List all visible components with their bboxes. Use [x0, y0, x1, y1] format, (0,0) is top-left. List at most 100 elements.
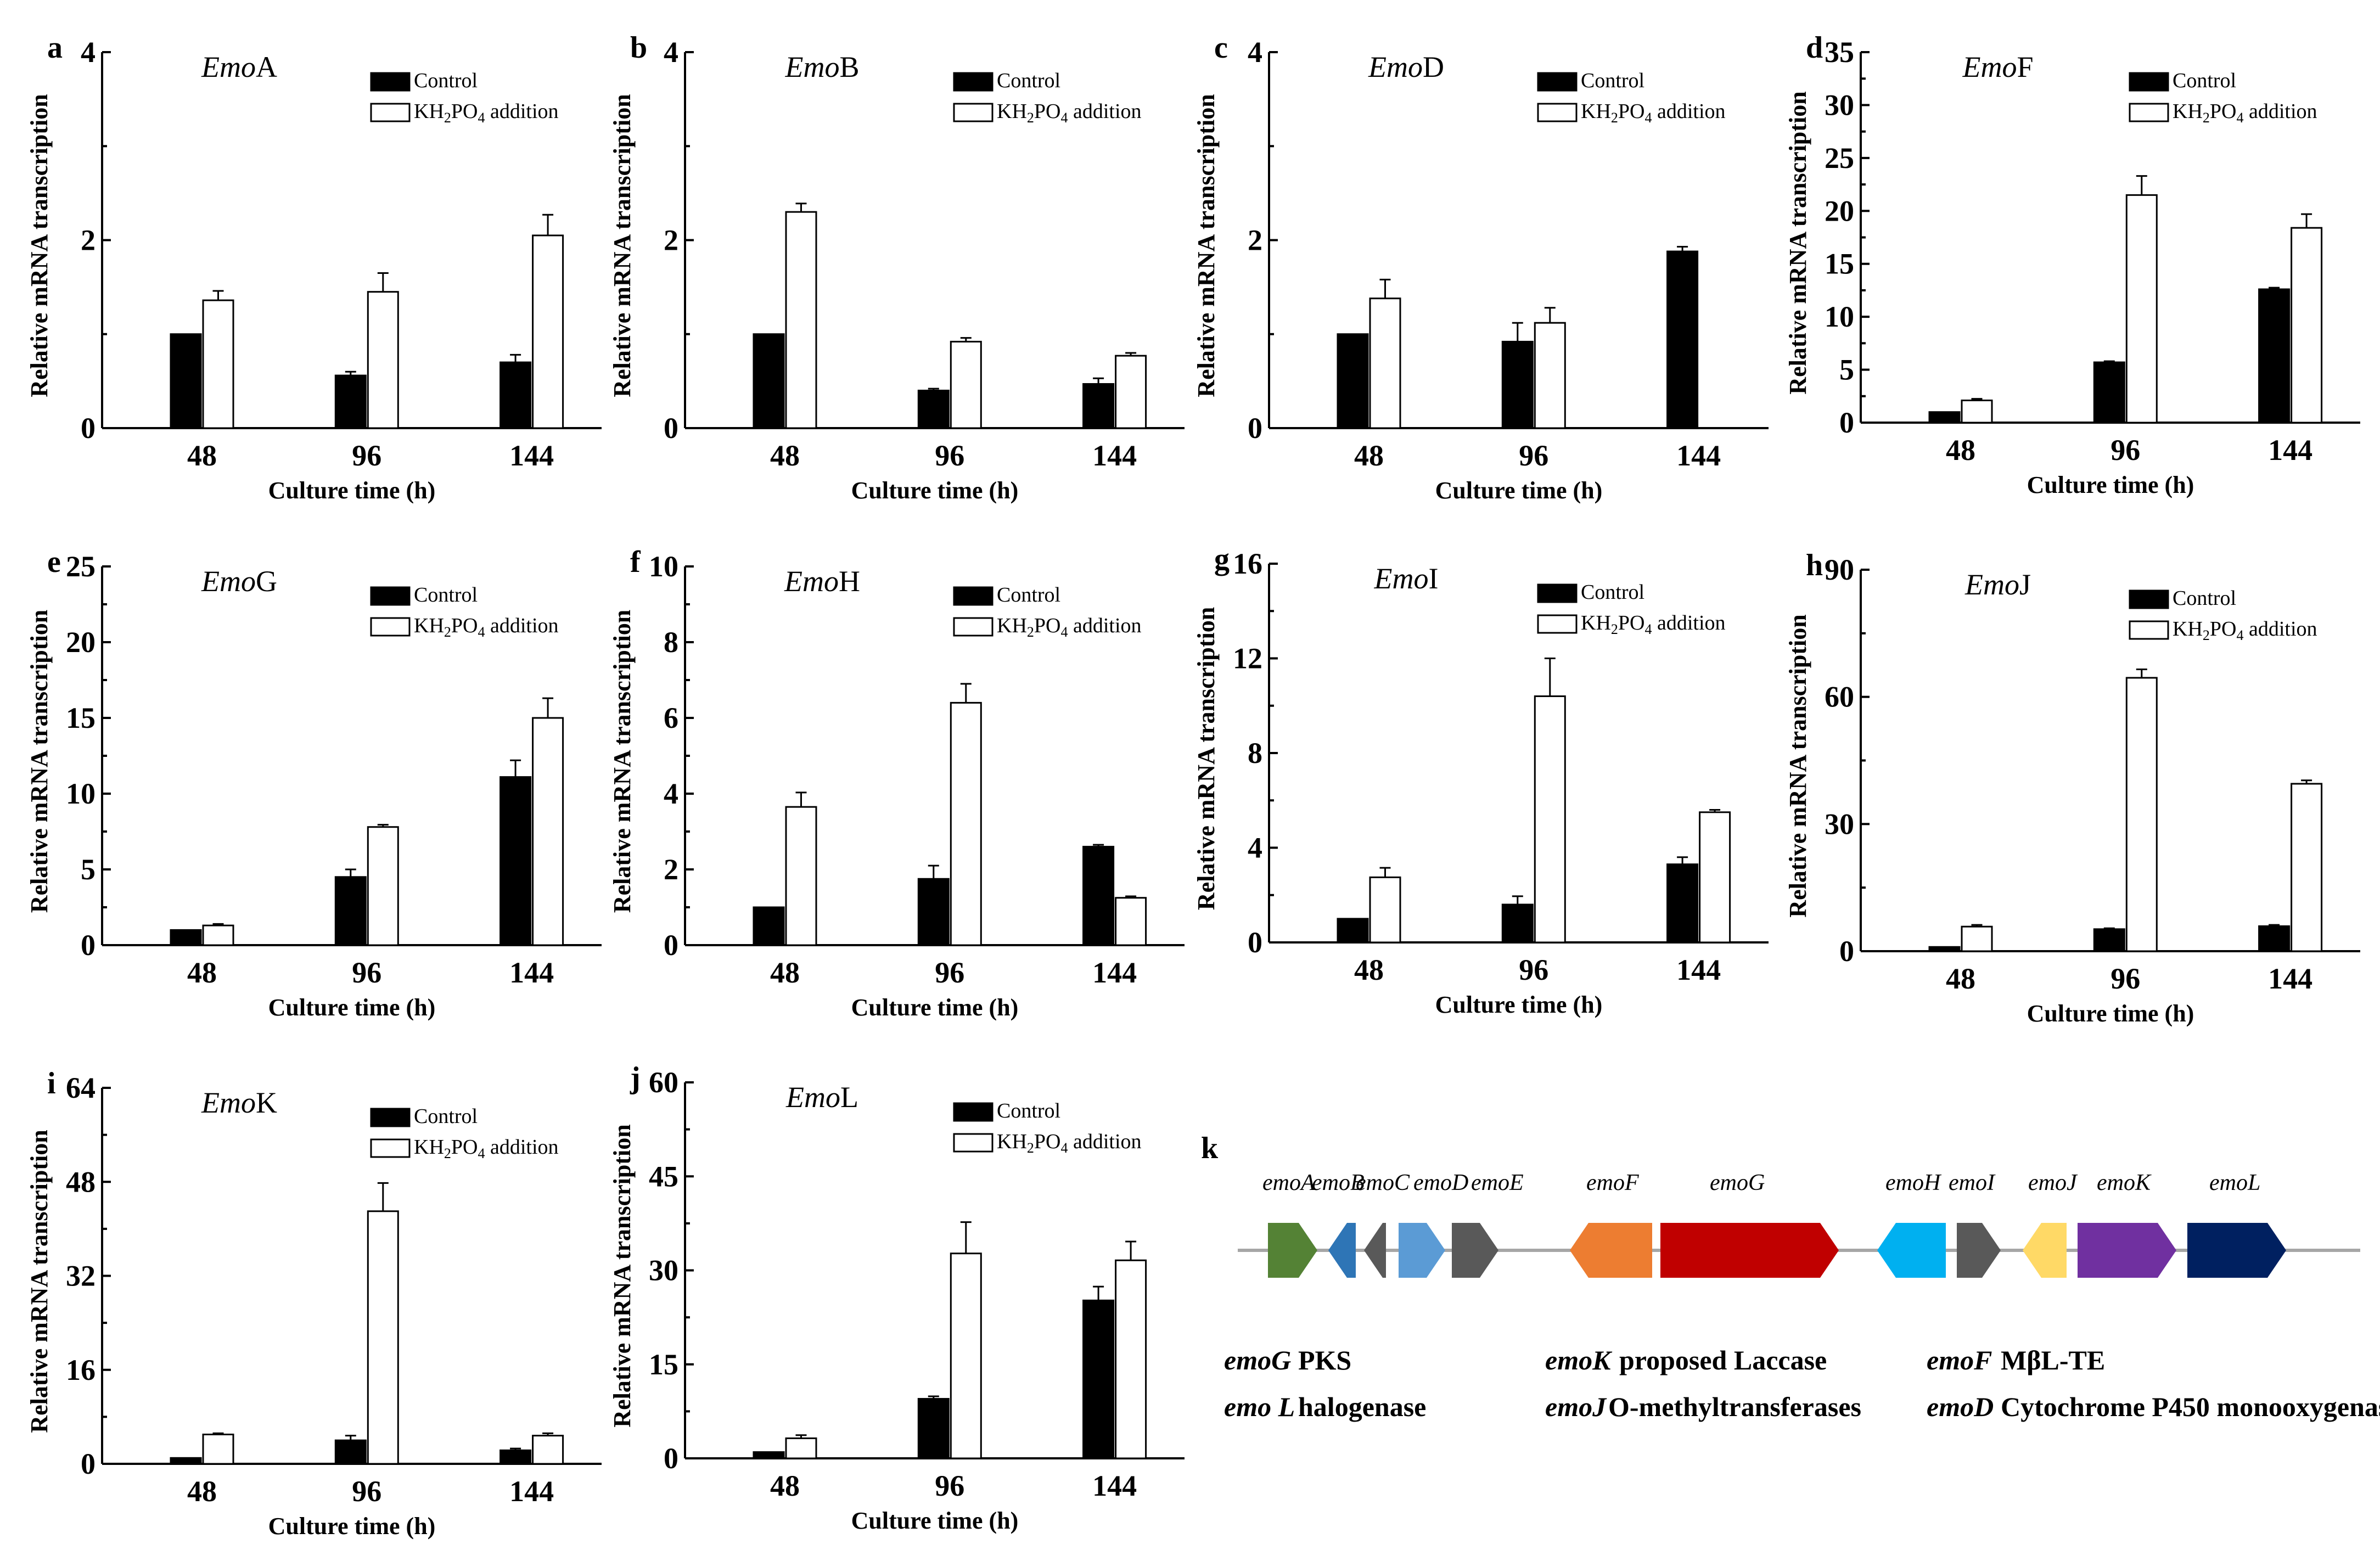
title-gene-letter: K	[256, 1086, 277, 1119]
bar-treatment-96	[950, 701, 982, 946]
bar-treatment-96	[367, 291, 399, 429]
y-tick-label: 4	[81, 36, 96, 69]
legend-sub-4: 4	[1644, 621, 1652, 637]
gene-arrow-emoL	[2187, 1223, 2286, 1278]
y-tick-label: 5	[1839, 353, 1854, 386]
legend-swatch-control	[2129, 72, 2169, 92]
x-tick-label-144: 144	[1092, 439, 1137, 472]
bar-treatment-96	[1534, 322, 1566, 429]
y-tick-label: 20	[66, 626, 96, 659]
annotation-description: MβL-TE	[2001, 1345, 2105, 1375]
y-tick-label: 2	[664, 853, 678, 886]
x-tick-label-144: 144	[2268, 962, 2312, 995]
bar-control-48	[1337, 918, 1369, 944]
legend-swatch-treatment	[953, 1133, 993, 1153]
legend-swatch-control	[1537, 583, 1578, 603]
chart-title: EmoI	[1374, 562, 1439, 595]
bar-control-48	[170, 929, 202, 946]
gene-arrow-emoJ	[2023, 1223, 2067, 1278]
gene-arrow-emoD	[1399, 1223, 1445, 1278]
legend-swatch-treatment	[2129, 620, 2169, 640]
legend-label-treatment: KH2PO4 addition	[414, 1136, 559, 1161]
bar-control-144	[1666, 250, 1699, 429]
bar-control-144	[1082, 846, 1115, 946]
gene-arrow-emoI	[1957, 1223, 2001, 1278]
legend-sub-4: 4	[478, 624, 485, 640]
y-tick-label: 30	[649, 1254, 678, 1287]
bar-treatment-144	[1115, 355, 1147, 429]
y-axis-label: Relative mRNA transcription	[1784, 614, 1811, 917]
gene-label-emoB: emoB	[1312, 1170, 1365, 1195]
legend-label-control: Control	[997, 1099, 1060, 1122]
legend-sub-4: 4	[1060, 110, 1068, 126]
legend-swatch-treatment	[953, 103, 993, 122]
bar-treatment-48	[1961, 400, 1993, 424]
y-tick-label: 16	[66, 1354, 96, 1386]
x-tick-label-96: 96	[352, 956, 381, 989]
bar-treatment-48	[785, 211, 817, 429]
y-tick-label: 35	[1825, 36, 1854, 69]
legend-label-treatment: KH2PO4 addition	[997, 1130, 1142, 1156]
legend-kh: KH	[1581, 611, 1611, 634]
legend-sub-4: 4	[478, 1145, 485, 1161]
bar-treatment-48	[1961, 925, 1993, 952]
y-axis-label: Relative mRNA transcription	[26, 610, 53, 913]
x-tick-label-144: 144	[509, 439, 554, 472]
y-tick-label: 10	[66, 777, 96, 810]
bar-treatment-144	[532, 717, 564, 946]
x-tick-label-144: 144	[509, 1475, 554, 1508]
x-tick-label-48: 48	[1946, 962, 1975, 995]
x-tick-label-48: 48	[1354, 953, 1384, 986]
title-gene-letter: L	[840, 1081, 858, 1114]
legend-label-control: Control	[2173, 69, 2236, 92]
panel-letter-g: g	[1214, 542, 1230, 576]
legend-label-treatment: KH2PO4 addition	[1581, 611, 1726, 637]
chart-title: EmoL	[785, 1081, 858, 1114]
gene-label-emoK: emoK	[2097, 1170, 2152, 1195]
y-tick-label: 45	[649, 1160, 678, 1193]
y-axis-label: Relative mRNA transcription	[609, 610, 636, 913]
gene-arrow-emoC	[1364, 1223, 1386, 1278]
y-tick-label: 48	[66, 1165, 96, 1198]
gene-arrow-emoF	[1570, 1223, 1652, 1278]
x-axis-label: Culture time (h)	[851, 477, 1019, 504]
x-tick-label-144: 144	[1676, 953, 1721, 986]
annotation-gene: emoK	[1545, 1345, 1613, 1375]
bar-treatment-48	[202, 1433, 234, 1465]
y-tick-label: 4	[1248, 832, 1262, 864]
bar-control-48	[753, 1451, 785, 1459]
annotation-gene: emoG	[1224, 1345, 1291, 1375]
bar-treatment-48	[785, 1437, 817, 1459]
y-tick-label: 0	[1839, 935, 1854, 968]
legend-swatch-treatment	[1537, 103, 1578, 122]
title-italic: Emo	[784, 50, 839, 83]
annotation-description: halogenase	[1298, 1391, 1426, 1422]
bar-treatment-144	[532, 1435, 564, 1465]
legend-swatch-treatment	[953, 617, 993, 637]
gene-label-emoD: emoD	[1413, 1170, 1468, 1195]
gene-label-emoH: emoH	[1885, 1170, 1942, 1195]
x-axis-label: Culture time (h)	[268, 477, 436, 504]
legend-label-control: Control	[997, 69, 1060, 92]
legend-swatch-treatment	[370, 1138, 411, 1158]
legend-sub-2: 2	[444, 1145, 451, 1161]
y-tick-label: 0	[664, 412, 678, 445]
legend-label-treatment: KH2PO4 addition	[997, 614, 1142, 640]
bar-treatment-48	[1369, 876, 1401, 944]
y-tick-label: 8	[1248, 737, 1262, 770]
x-tick-label-96: 96	[1519, 439, 1548, 472]
y-tick-label: 64	[66, 1071, 96, 1104]
legend-sub-2: 2	[1027, 110, 1034, 126]
title-italic: Emo	[201, 565, 256, 598]
y-tick-label: 6	[664, 701, 678, 734]
legend-po: PO	[2210, 617, 2237, 641]
bar-control-96	[2093, 928, 2125, 952]
legend-label-control: Control	[414, 1105, 478, 1128]
legend-label-control: Control	[997, 583, 1060, 606]
bar-control-144	[2258, 925, 2291, 952]
bar-treatment-96	[367, 1210, 399, 1465]
legend-sub-4: 4	[2236, 110, 2243, 126]
